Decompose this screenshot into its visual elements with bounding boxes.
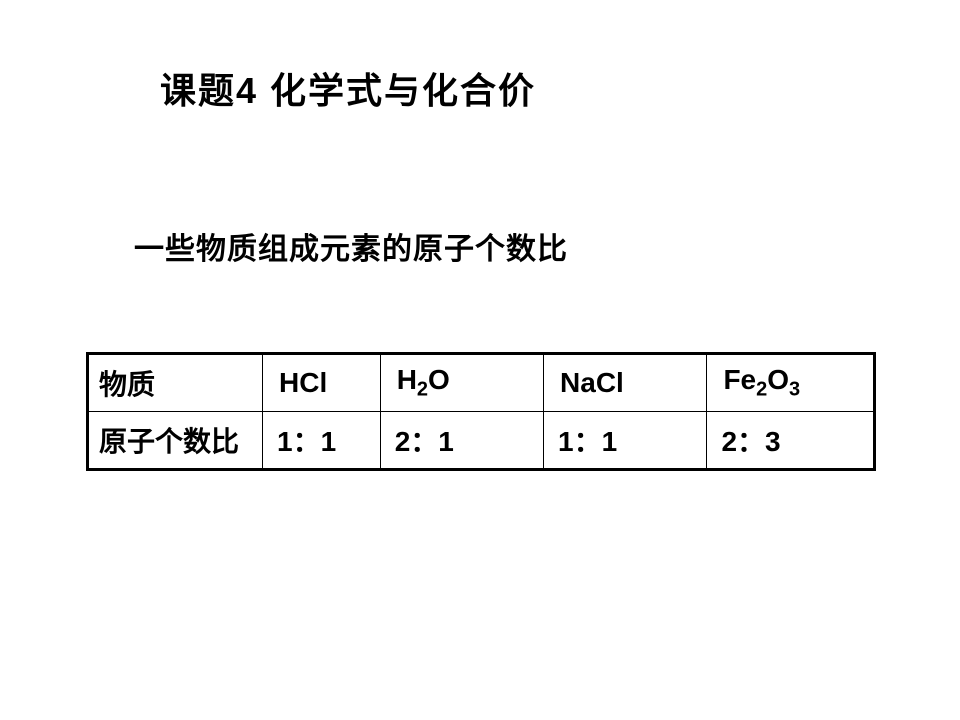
atoms-ratio-table: 物质 HCl H2O NaCl Fe2O3 原子个数比 1：1 2：1 1：1 …: [86, 352, 876, 471]
ratio-cell-1: 2：1: [380, 412, 543, 470]
table-row-data: 原子个数比 1：1 2：1 1：1 2：3: [88, 412, 875, 470]
table-caption: 一些物质组成元素的原子个数比: [134, 224, 568, 268]
data-label-cell: 原子个数比: [88, 412, 263, 470]
formula-cell-2: NaCl: [544, 354, 707, 412]
ratio-cell-3: 2：3: [707, 412, 875, 470]
atoms-ratio-table-wrap: 物质 HCl H2O NaCl Fe2O3 原子个数比 1：1 2：1 1：1 …: [86, 352, 876, 471]
formula-cell-3: Fe2O3: [707, 354, 875, 412]
page-title: 课题4 化学式与化合价: [160, 62, 536, 114]
formula-cell-1: H2O: [380, 354, 543, 412]
ratio-cell-0: 1：1: [263, 412, 381, 470]
header-label-cell: 物质: [88, 354, 263, 412]
formula-cell-0: HCl: [263, 354, 381, 412]
ratio-cell-2: 1：1: [544, 412, 707, 470]
table-row-header: 物质 HCl H2O NaCl Fe2O3: [88, 354, 875, 412]
